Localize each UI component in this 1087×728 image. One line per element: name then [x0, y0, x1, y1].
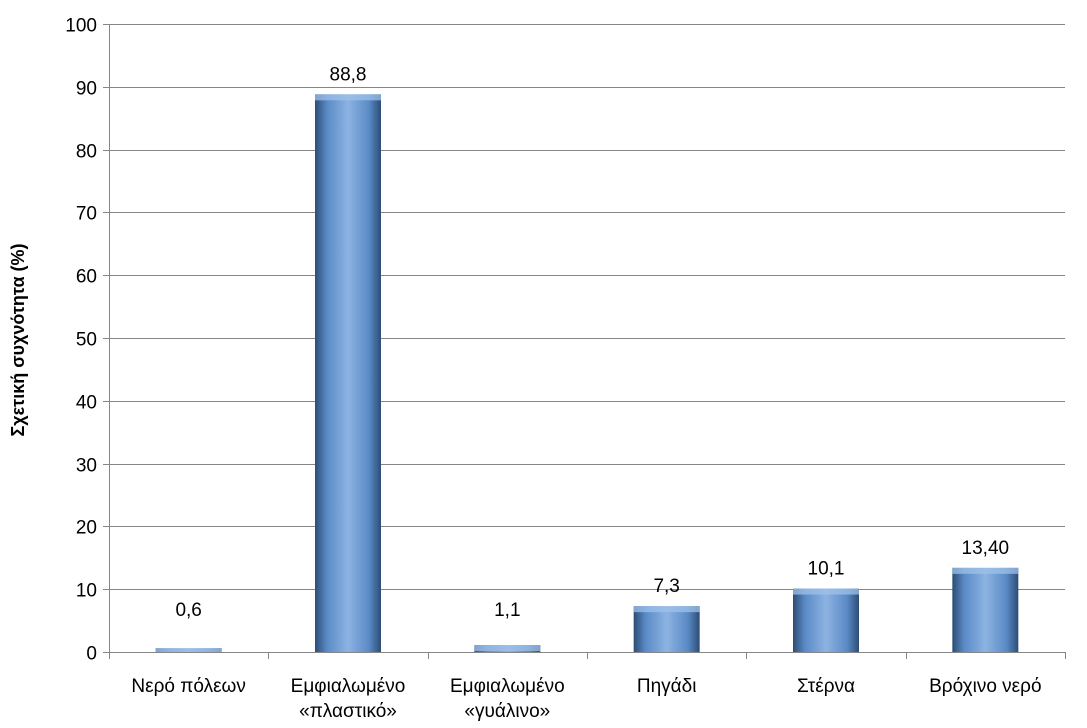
data-label: 1,1 [494, 600, 520, 621]
data-label: 13,40 [962, 538, 1010, 559]
data-labels: 0,6 88,8 1,1 7,3 10,1 13,40 [175, 64, 1009, 621]
y-tick-labels: 0 10 20 30 40 50 60 70 80 90 100 [65, 16, 97, 665]
x-category-label: Βρόχινο νερό [929, 676, 1041, 697]
axes [103, 24, 1066, 659]
bars [155, 94, 1019, 652]
y-axis-title: Σχετική συχνότητα (%) [8, 243, 28, 436]
y-tick-label: 70 [76, 204, 97, 225]
y-tick-label: 10 [76, 581, 97, 602]
bar-group [474, 645, 541, 652]
bar-bevel [155, 648, 222, 652]
y-tick-label: 100 [65, 16, 97, 37]
bar-group [315, 94, 381, 652]
x-category-label: Πηγάδι [637, 676, 697, 697]
y-tick-label: 50 [76, 330, 97, 351]
x-category-labels: Νερό πόλεων Εμφιαλωμένο «πλαστικό» Εμφιαλωμ… [131, 676, 1041, 722]
y-tick-label: 20 [76, 518, 97, 539]
bar-group [155, 648, 222, 652]
x-category-label: Εμφιαλωμένο [450, 676, 565, 697]
y-tick-label: 60 [76, 267, 97, 288]
bar [315, 94, 381, 652]
x-category-label: «πλαστικό» [299, 701, 397, 722]
bar-bevel [474, 645, 541, 652]
y-tick-label: 90 [76, 79, 97, 100]
bar-group [633, 606, 700, 652]
bar [793, 588, 859, 652]
bar [952, 567, 1019, 652]
bar-group [952, 567, 1019, 652]
bar-bevel [315, 94, 381, 101]
data-label: 0,6 [175, 600, 201, 621]
y-tick-label: 40 [76, 393, 97, 414]
bar-bevel [633, 606, 700, 613]
bar-group [793, 588, 859, 652]
bar-bevel [952, 567, 1019, 574]
x-category-label: «γυάλινο» [464, 701, 550, 722]
x-category-label: Εμφιαλωμένο [291, 676, 406, 697]
y-tick-label: 0 [86, 644, 97, 665]
data-label: 10,1 [808, 559, 845, 580]
bar [633, 606, 700, 652]
bar-bevel [793, 588, 859, 595]
data-label: 88,8 [330, 64, 367, 85]
data-label: 7,3 [653, 576, 679, 597]
x-category-label: Νερό πόλεων [131, 676, 245, 697]
x-category-label: Στέρνα [797, 676, 855, 697]
y-tick-label: 80 [76, 142, 97, 163]
y-tick-label: 30 [76, 456, 97, 477]
gridlines [109, 24, 1065, 590]
